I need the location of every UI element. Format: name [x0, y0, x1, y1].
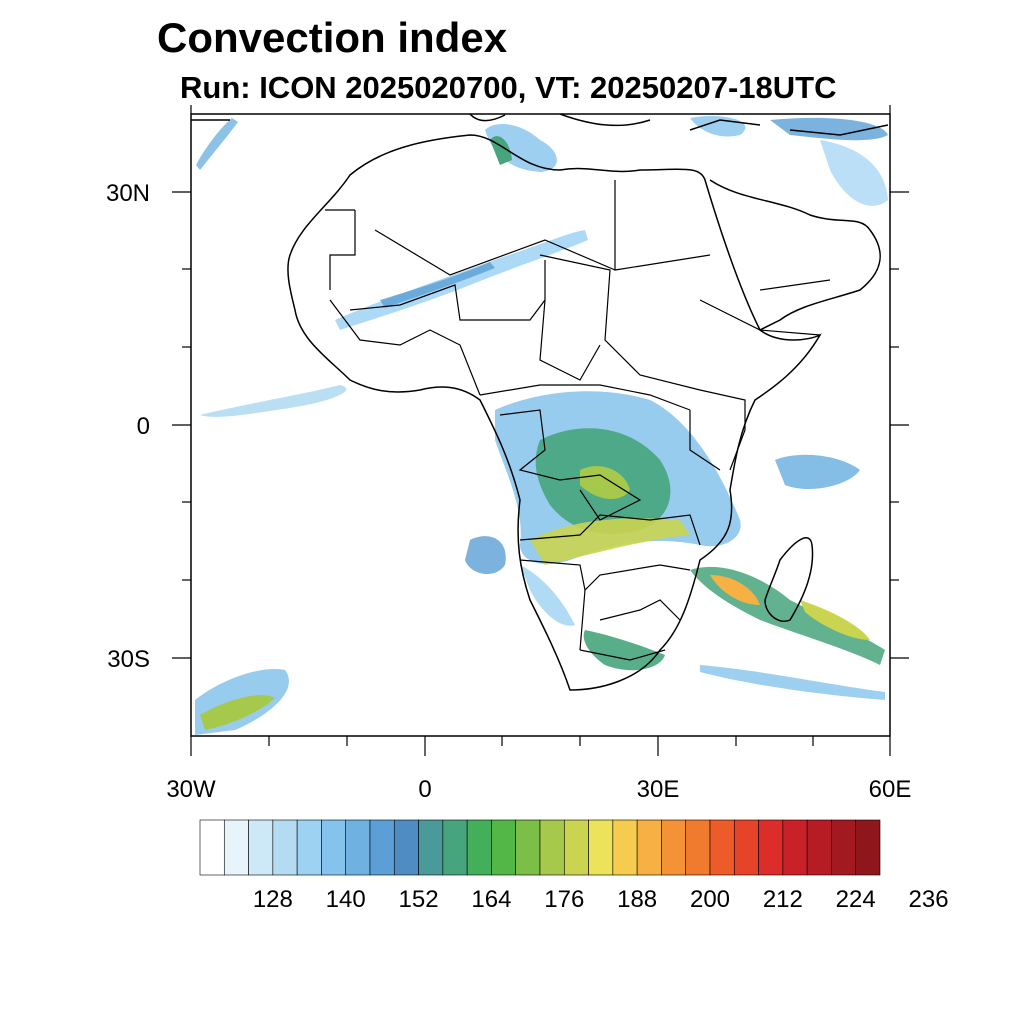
colorbar [199, 819, 881, 876]
colorbar-swatch [272, 819, 298, 876]
border-south-africa [579, 649, 666, 661]
field-central-hot [580, 466, 630, 500]
colorbar-tick-label: 128 [252, 886, 293, 913]
colorbar-swatch [612, 819, 638, 876]
page-title: Convection index [157, 14, 508, 61]
border-east-africa [689, 389, 746, 471]
colorbar-swatch [733, 819, 759, 876]
colorbar-swatch [709, 819, 735, 876]
field-moz-core [710, 575, 760, 605]
coastlines [191, 114, 889, 691]
colorbar-tick-label: 176 [544, 886, 585, 913]
lon-label-30e: 30E [636, 776, 680, 803]
europe-coastline [191, 114, 889, 136]
colorbar-swatch [223, 819, 249, 876]
lat-label-0: 0 [136, 413, 150, 440]
axis-ticks [172, 105, 909, 756]
field-south-africa [583, 630, 665, 671]
field-madagascar-se [800, 600, 870, 640]
colorbar-tick-label: 212 [762, 886, 803, 913]
colorbar-swatch [685, 819, 711, 876]
field-indian-ocean [775, 454, 860, 490]
colorbar-tick-label: 164 [471, 886, 512, 913]
colorbar-swatch [418, 819, 444, 876]
colorbar-swatch [831, 819, 857, 876]
colorbar-swatch [248, 819, 274, 876]
border-west-sahara [329, 210, 356, 290]
colorbar-swatch [636, 819, 662, 876]
field-med-1 [485, 124, 557, 172]
field-namibia-coast [520, 565, 575, 626]
field-med-2 [690, 115, 746, 137]
border-central-africa [479, 384, 691, 411]
run-subtitle: Run: ICON 2025020700, VT: 20250207-18UTC [180, 70, 837, 105]
colorbar-swatch [345, 819, 371, 876]
colorbar-tick-label: 140 [325, 886, 366, 913]
colorbar-swatch [491, 819, 517, 876]
africa-coastline [287, 134, 822, 691]
colorbar-tick-label: 152 [398, 886, 439, 913]
colorbar-swatch [369, 819, 395, 876]
border-angola-zambia [519, 514, 701, 546]
border-botswana [579, 589, 681, 651]
lat-label-30s: 30S [107, 646, 150, 673]
field-nw-streak [196, 118, 238, 170]
colorbar-swatch [199, 819, 225, 876]
colorbar-swatch [855, 819, 881, 876]
colorbar-swatch [806, 819, 832, 876]
colorbar-swatch [758, 819, 784, 876]
colorbar-swatch [466, 819, 492, 876]
field-se-trailing [700, 665, 885, 700]
colorbar-swatch [563, 819, 589, 876]
colorbar-swatch [588, 819, 614, 876]
field-ne-1 [770, 117, 888, 141]
field-angola-swirl [465, 536, 506, 575]
border-mali-algeria [374, 229, 616, 276]
border-west-africa [329, 299, 481, 396]
field-ne-2 [820, 140, 888, 206]
border-chad [539, 299, 601, 381]
colorbar-swatch [515, 819, 541, 876]
convection-field [195, 115, 888, 735]
border-namibia [519, 559, 691, 592]
border-congo [499, 409, 642, 521]
border-sudan [539, 254, 701, 391]
colorbar-swatch [321, 819, 347, 876]
colorbar-tick-label: 236 [908, 886, 949, 913]
lon-label-30w: 30W [166, 776, 216, 803]
arabia-coastline [709, 179, 881, 331]
colorbar-tick-label: 200 [689, 886, 731, 913]
country-borders [325, 180, 831, 661]
colorbar-swatch [442, 819, 468, 876]
colorbar-swatch [393, 819, 419, 876]
border-egypt-libya [614, 180, 711, 271]
colorbar-swatch [782, 819, 808, 876]
field-atlantic-eq [200, 385, 347, 417]
lon-label-0: 0 [418, 776, 432, 803]
field-zambia-band [530, 518, 690, 565]
lon-label-60e: 60E [868, 776, 912, 803]
colorbar-swatch [661, 819, 687, 876]
colorbar-swatch [296, 819, 322, 876]
colorbar-swatch [539, 819, 565, 876]
border-horn [699, 279, 831, 336]
field-sahara-core [380, 262, 495, 308]
colorbar-tick-label: 224 [835, 886, 876, 913]
field-sw-core [200, 695, 275, 730]
colorbar-tick-label: 188 [617, 886, 658, 913]
lat-label-30n: 30N [105, 180, 150, 207]
madagascar-coastline [764, 537, 814, 622]
